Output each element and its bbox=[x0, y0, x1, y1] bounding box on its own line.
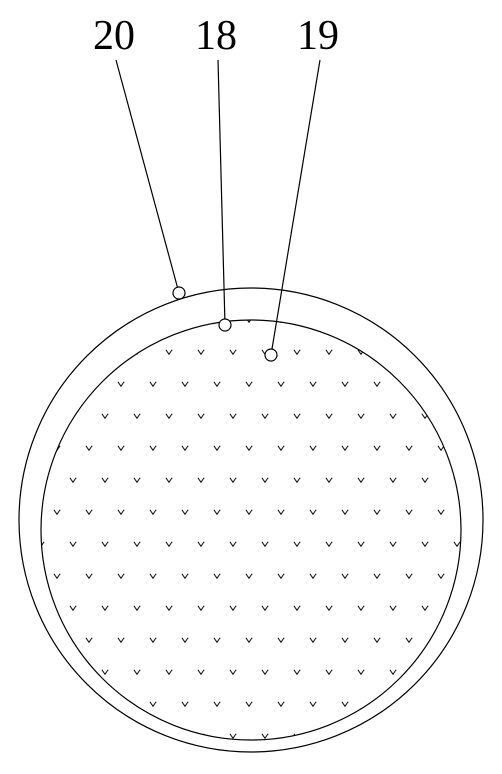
callout-label-19: 19 bbox=[297, 12, 339, 60]
diagram-container: 20 18 19 bbox=[0, 0, 502, 774]
diagram-svg bbox=[0, 0, 502, 774]
callout-label-20: 20 bbox=[93, 12, 135, 60]
callout-label-18: 18 bbox=[195, 12, 237, 60]
